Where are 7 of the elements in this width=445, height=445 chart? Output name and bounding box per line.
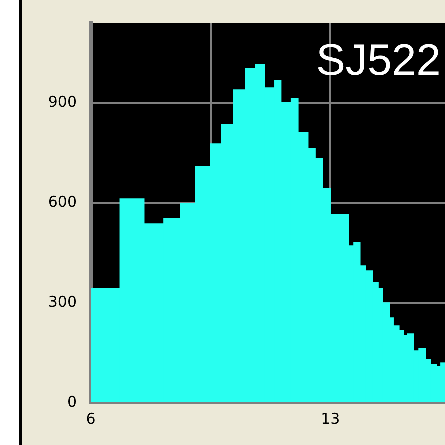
x-tick-label: 13: [321, 410, 340, 428]
y-tick-label: 300: [48, 292, 77, 311]
chart-title: SJ522: [316, 36, 441, 86]
y-tick-label: 600: [48, 192, 77, 211]
y-tick-label: 900: [48, 92, 77, 111]
x-tick-label: 6: [86, 410, 96, 428]
y-tick-label: 0: [67, 392, 77, 411]
